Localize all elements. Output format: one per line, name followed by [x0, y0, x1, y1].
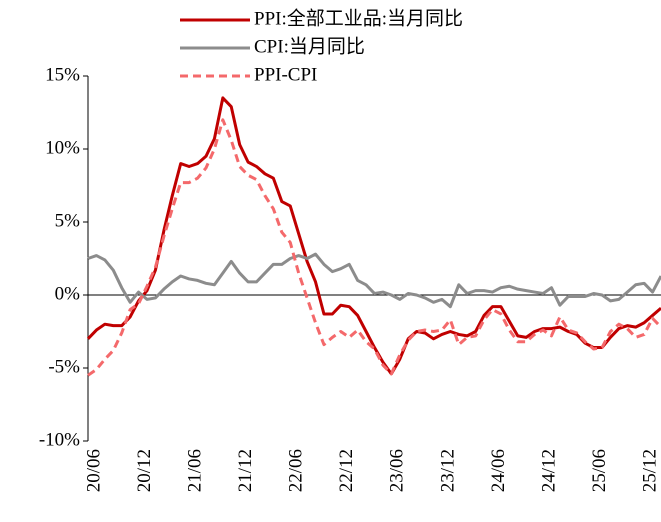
y-tick-label: 10%: [45, 137, 80, 158]
y-tick-label: 0%: [55, 283, 81, 304]
x-tick-label: 23/06: [387, 449, 408, 492]
x-tick-label: 25/12: [640, 449, 661, 492]
x-tick-label: 24/12: [538, 449, 559, 492]
x-tick-label: 25/06: [589, 449, 610, 492]
line-series: [87, 118, 661, 377]
x-tick-label: 22/12: [336, 449, 357, 492]
legend-label: PPI-CPI: [254, 64, 317, 85]
y-tick-label: -10%: [39, 429, 80, 450]
line-series: [87, 252, 661, 309]
x-tick-label: 22/06: [286, 449, 307, 492]
legend-label: PPI:全部工业品:当月同比: [254, 7, 463, 29]
x-tick-label: 21/06: [184, 449, 205, 492]
x-tick-label: 20/12: [134, 449, 155, 492]
y-tick-label: 5%: [55, 210, 81, 231]
y-tick-label: 15%: [45, 64, 80, 85]
x-tick-label: 23/12: [437, 449, 458, 492]
x-tick-label: 21/12: [235, 449, 256, 492]
x-tick-label: 24/06: [488, 449, 509, 492]
y-tick-label: -5%: [48, 356, 80, 377]
x-tick-label: 20/06: [83, 449, 104, 492]
legend-label: CPI:当月同比: [254, 35, 365, 57]
line-series: [86, 96, 661, 376]
